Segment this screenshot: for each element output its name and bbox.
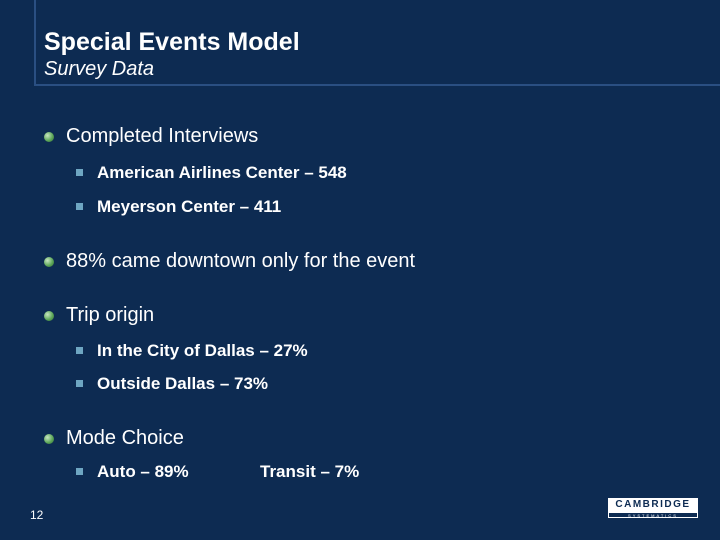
title-vertical-rule (34, 0, 36, 84)
bullet-text: 88% came downtown only for the event (66, 250, 416, 272)
bullet-completed-interviews: Completed Interviews (44, 124, 258, 148)
logo-tagline: SYSTEMATICS (608, 512, 698, 518)
bullet-dot-icon (44, 434, 54, 444)
subbullet-text: Meyerson Center – 411 (97, 197, 282, 216)
subbullet-square-icon (76, 203, 83, 210)
bullet-dot-icon (44, 311, 54, 321)
subbullet-text: In the City of Dallas – 27% (97, 341, 308, 360)
subbullet-text: Auto – 89% (97, 462, 189, 481)
bullet-text: Completed Interviews (66, 125, 259, 147)
bullet-mode-choice: Mode Choice (44, 426, 184, 450)
bullet-text: Mode Choice (66, 427, 184, 449)
subbullet-auto: Auto – 89% (76, 461, 189, 483)
subbullet-square-icon (76, 380, 83, 387)
bullet-dot-icon (44, 257, 54, 267)
bullet-downtown-only: 88% came downtown only for the event (44, 249, 415, 273)
title-horizontal-rule (34, 84, 720, 86)
subbullet-square-icon (76, 468, 83, 475)
cambridge-logo: CAMBRIDGE SYSTEMATICS (608, 498, 700, 520)
subbullet-text: Outside Dallas – 73% (97, 374, 269, 393)
subbullet-square-icon (76, 169, 83, 176)
bullet-dot-icon (44, 132, 54, 142)
page-number: 12 (30, 508, 44, 522)
subbullet-text: American Airlines Center – 548 (97, 163, 347, 182)
slide-title: Special Events Model (44, 28, 300, 56)
bullet-trip-origin: Trip origin (44, 303, 154, 327)
subbullet-american-airlines-center: American Airlines Center – 548 (76, 162, 347, 184)
subitem-transit: Transit – 7% (260, 462, 360, 481)
slide-subtitle: Survey Data (44, 58, 155, 80)
subbullet-outside-dallas: Outside Dallas – 73% (76, 373, 268, 395)
logo-name: CAMBRIDGE (608, 498, 698, 512)
subbullet-city-of-dallas: In the City of Dallas – 27% (76, 340, 308, 362)
subbullet-meyerson-center: Meyerson Center – 411 (76, 196, 281, 218)
bullet-text: Trip origin (66, 304, 155, 326)
subbullet-square-icon (76, 347, 83, 354)
